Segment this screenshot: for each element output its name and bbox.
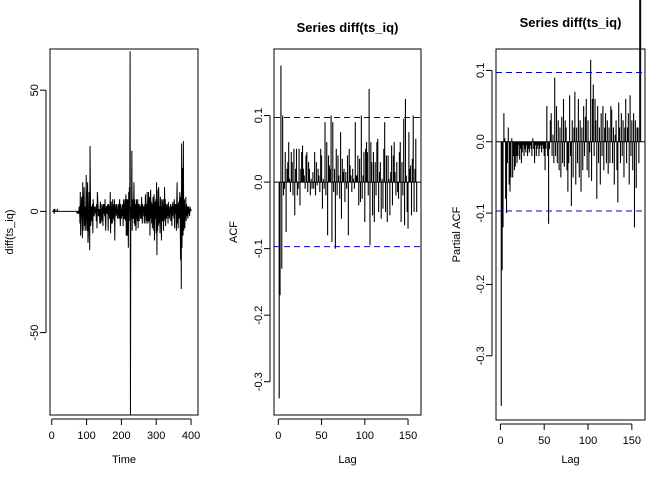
- x-tick-label: 100: [77, 430, 95, 442]
- y-tick-label: 50: [29, 84, 41, 96]
- chart-title: Series diff(ts_iq): [520, 15, 622, 30]
- y-tick-label: 0.1: [475, 63, 487, 78]
- y-tick-label: -0.2: [253, 306, 265, 325]
- acf-bars: [278, 65, 418, 399]
- x-tick-label: 50: [538, 435, 550, 447]
- x-tick-label: 100: [356, 430, 374, 442]
- x-tick-label: 0: [49, 430, 55, 442]
- chart-title: Series diff(ts_iq): [297, 20, 399, 35]
- y-tick-label: 0: [29, 208, 41, 214]
- y-tick-label: 0.0: [475, 134, 487, 149]
- plot-frame: [495, 48, 646, 421]
- acf-bars: [500, 0, 642, 406]
- y-tick-label: 0.1: [253, 108, 265, 123]
- y-tick-label: -50: [29, 325, 41, 341]
- panel-2: Series diff(ts_iq)0 50 100 150Lag-0.3-0.2-0…: [228, 20, 422, 466]
- panel-3: Series diff(ts_iq)0 50 100 150Lag-0.3-0.2-0…: [451, 0, 646, 466]
- x-axis: 0 50 100 150: [497, 423, 641, 447]
- plot-frame: [273, 48, 422, 416]
- x-tick-label: 150: [399, 430, 417, 442]
- x-tick-label: 400: [182, 430, 200, 442]
- y-tick-label: -0.3: [253, 372, 265, 391]
- y-tick-label: -0.1: [475, 204, 487, 223]
- x-axis: 0 100 200 300 400: [49, 418, 200, 442]
- x-tick-label: 200: [112, 430, 130, 442]
- x-axis-title: Lag: [561, 454, 579, 466]
- x-axis-title: Lag: [338, 454, 356, 466]
- x-tick-label: 50: [315, 430, 327, 442]
- panel-1: 0 100 200 300 400 Time -50 0 50 diff(ts_iq): [4, 48, 200, 466]
- y-axis-title: diff(ts_iq): [4, 209, 16, 254]
- y-axis-title: ACF: [228, 221, 240, 243]
- plot-frame: [49, 48, 199, 416]
- y-tick-label: -0.2: [475, 275, 487, 294]
- x-tick-label: 150: [623, 435, 641, 447]
- x-tick-label: 100: [579, 435, 597, 447]
- y-tick-label: -0.1: [253, 239, 265, 258]
- y-axis: -0.3 -0.2 -0.1 0.0 0.1: [475, 63, 493, 365]
- x-axis-title: Time: [112, 454, 136, 466]
- y-tick-label: 0.0: [253, 174, 265, 189]
- y-axis: -50 0 50: [29, 84, 47, 341]
- series-line: [52, 51, 192, 416]
- y-tick-label: -0.3: [475, 346, 487, 365]
- x-axis: 0 50 100 150: [275, 418, 417, 442]
- x-tick-label: 0: [275, 430, 281, 442]
- x-tick-label: 0: [497, 435, 503, 447]
- y-axis-title: Partial ACF: [451, 206, 463, 262]
- x-tick-label: 300: [147, 430, 165, 442]
- y-axis: -0.3 -0.2 -0.1 0.0 0.1: [253, 108, 271, 391]
